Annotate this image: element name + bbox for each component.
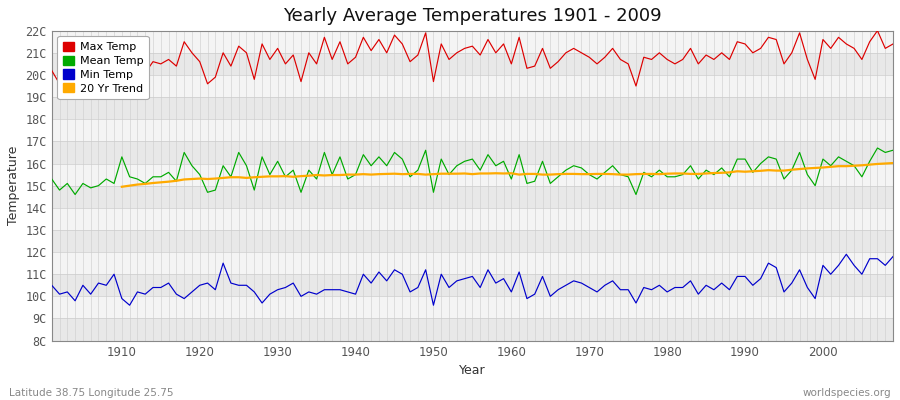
- Text: Latitude 38.75 Longitude 25.75: Latitude 38.75 Longitude 25.75: [9, 388, 174, 398]
- Bar: [51, 318, 893, 341]
- Bar: [51, 31, 893, 53]
- Bar: [51, 75, 893, 97]
- Bar: [51, 208, 893, 230]
- Bar: [51, 274, 893, 296]
- Bar: [51, 141, 893, 164]
- Bar: [51, 230, 893, 252]
- Bar: [51, 97, 893, 119]
- Bar: [51, 186, 893, 208]
- Bar: [51, 252, 893, 274]
- Bar: [51, 164, 893, 186]
- Bar: [51, 53, 893, 75]
- X-axis label: Year: Year: [459, 364, 486, 377]
- Bar: [51, 119, 893, 141]
- Title: Yearly Average Temperatures 1901 - 2009: Yearly Average Temperatures 1901 - 2009: [284, 7, 662, 25]
- Y-axis label: Temperature: Temperature: [7, 146, 20, 225]
- Legend: Max Temp, Mean Temp, Min Temp, 20 Yr Trend: Max Temp, Mean Temp, Min Temp, 20 Yr Tre…: [58, 36, 148, 99]
- Bar: [51, 296, 893, 318]
- Text: worldspecies.org: worldspecies.org: [803, 388, 891, 398]
